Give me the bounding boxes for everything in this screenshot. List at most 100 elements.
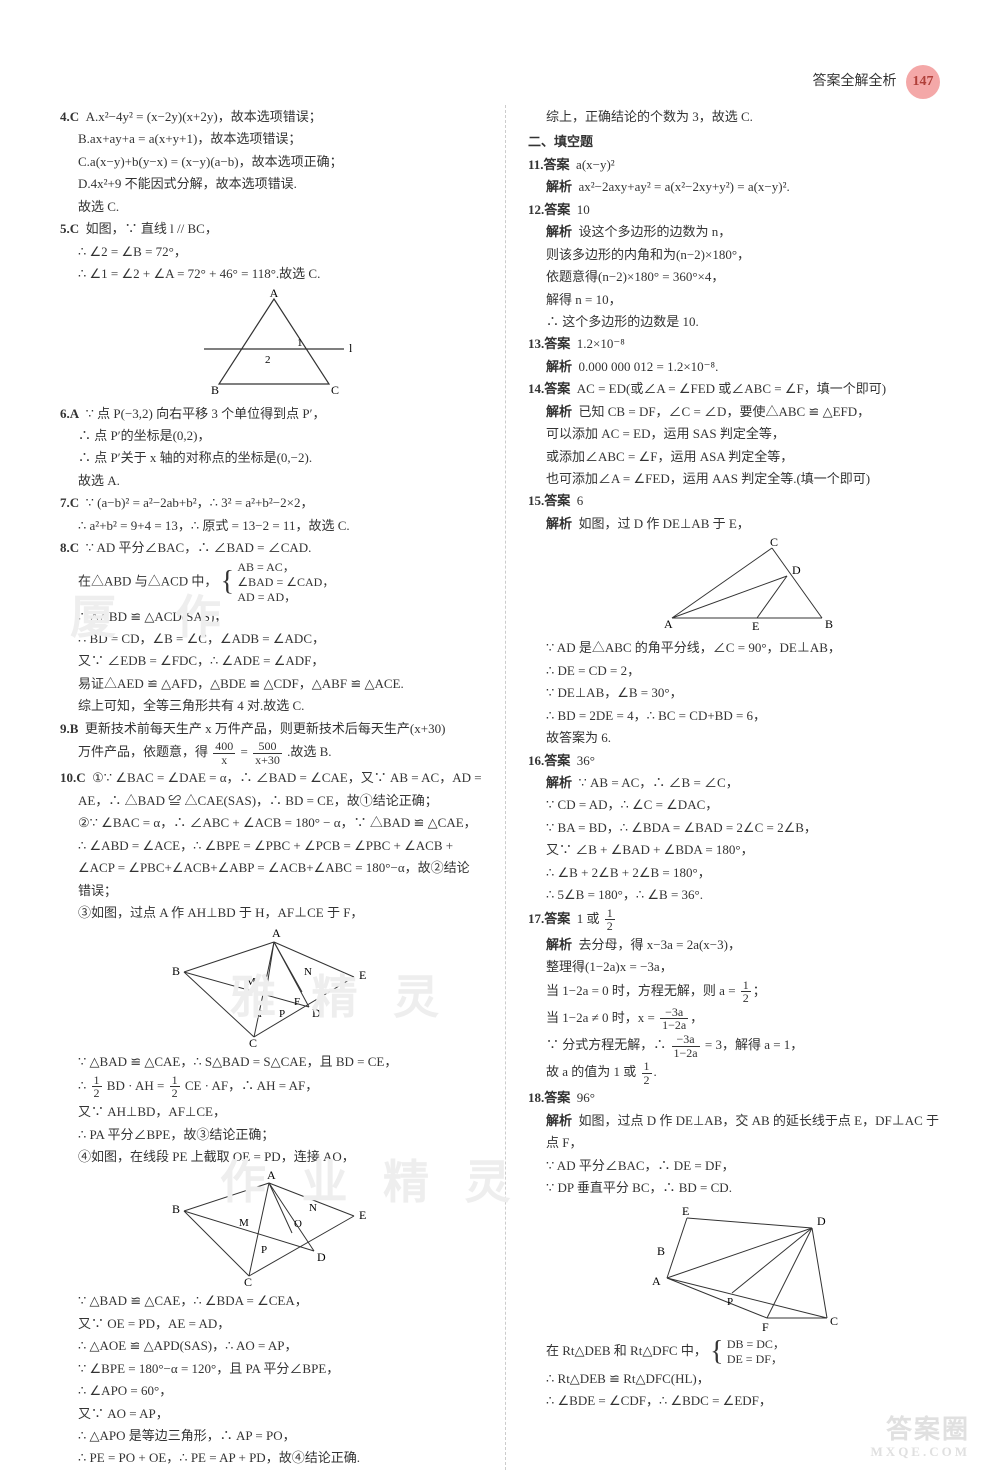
q10-figure-2: A B C D E P O M N — [154, 1171, 394, 1286]
q15-l3: ∴ DE = CD = 2， — [528, 660, 955, 681]
q15-figure: A B C D E — [642, 538, 842, 633]
q12-l5: ∴ 这个多边形的边数是 10. — [528, 311, 955, 332]
q14-l3: 或添加∠ABC = ∠F，运用 ASA 判定全等， — [528, 446, 955, 467]
q18-l6: ∴ Rt△DEB ≌ Rt△DFC(HL)， — [528, 1368, 955, 1389]
header-title: 答案全解全析 — [813, 74, 897, 89]
q18-exp: 解析 如图，过点 D 作 DE⊥AB，交 AB 的延长线于点 E，DF⊥AC 于 — [528, 1110, 955, 1131]
q4: 4.C A.x²−4y² = (x−2y)(x+2y)，故本选项错误； — [60, 106, 487, 127]
q7-l2: ∴ a²+b² = 9+4 = 13，∴ 原式 = 13−2 = 11，故选 C… — [60, 515, 487, 536]
svg-text:E: E — [359, 968, 366, 982]
q15-l5: ∴ BD = 2DE = 4，∴ BC = CD+BD = 6， — [528, 705, 955, 726]
watermark: 答案圈 MXQE.COM — [871, 1416, 970, 1459]
q17-exp: 解析 去分母，得 x−3a = 2a(x−3)， — [528, 934, 955, 955]
columns: 4.C A.x²−4y² = (x−2y)(x+2y)，故本选项错误； B.ax… — [60, 105, 955, 1470]
q16-l5: ∴ ∠B + 2∠B + 2∠B = 180°， — [528, 862, 955, 883]
q17-l6: 故 a 的值为 1 或 12. — [528, 1060, 955, 1086]
q16-l2: ∵ CD = AD，∴ ∠C = ∠DAC， — [528, 794, 955, 815]
q10: 10.C ①∵ ∠BAC = ∠DAE = α，∴ ∠BAD = ∠CAE，又∵… — [60, 767, 487, 788]
q10-l11: ∴ PA 平分∠BPE，故③结论正确； — [60, 1124, 487, 1145]
q4-l2: B.ax+ay+a = a(x+y+1)，故本选项错误； — [60, 128, 487, 149]
svg-text:D: D — [317, 1250, 326, 1264]
q8-brace-line: 在△ABD 与△ACD 中， { AB = AC， ∠BAD = ∠CAD， A… — [60, 560, 487, 605]
q10-l6: 错误； — [60, 880, 487, 901]
q16-exp: 解析 ∵ AB = AC，∴ ∠B = ∠C， — [528, 772, 955, 793]
brace-icon: { — [710, 1339, 723, 1364]
q15-l4: ∵ DE⊥AB，∠B = 30°， — [528, 682, 955, 703]
q13-exp: 解析 0.000 000 012 = 1.2×10⁻⁸. — [528, 356, 955, 377]
q8: 8.C ∵ AD 平分∠BAC，∴ ∠BAD = ∠CAD. — [60, 537, 487, 558]
q10-l17: ∴ ∠APO = 60°， — [60, 1380, 487, 1401]
page-header: 答案全解全析 147 — [813, 65, 941, 99]
q10-l2: AE，∴ △BAD ≌ △CAE(SAS)，∴ BD = CE，故①结论正确； — [60, 790, 487, 811]
q16-l4: 又∵ ∠B + ∠BAD + ∠BDA = 180°， — [528, 839, 955, 860]
q6-l3: ∴ 点 P′关于 x 轴的对称点的坐标是(0,−2). — [60, 447, 487, 468]
q5-l3: ∴ ∠1 = ∠2 + ∠A = 72° + 46° = 118°.故选 C. — [60, 263, 487, 284]
q14-l2: 可以添加 AC = ED，运用 SAS 判定全等， — [528, 423, 955, 444]
q15-l6: 故答案为 6. — [528, 727, 955, 748]
right-top: 综上，正确结论的个数为 3，故选 C. — [528, 106, 955, 127]
q6-l4: 故选 A. — [60, 470, 487, 491]
q7: 7.C ∵ (a−b)² = a²−2ab+b²，∴ 3² = a²+b²−2×… — [60, 492, 487, 513]
svg-text:C: C — [770, 538, 778, 549]
q10-figure-1: A B C D E H P M N F — [154, 927, 394, 1047]
q13: 13.答案 1.2×10⁻⁸ — [528, 333, 955, 354]
svg-text:C: C — [249, 1036, 257, 1047]
q10-l8: ∵ △BAD ≌ △CAE，∴ S△BAD = S△CAE，且 BD = CE， — [60, 1051, 487, 1072]
svg-text:E: E — [359, 1208, 366, 1222]
q18-l5: 在 Rt△DEB 和 Rt△DFC 中， { DB = DC， DE = DF， — [528, 1337, 955, 1367]
q6-l2: ∴ 点 P′的坐标是(0,2)， — [60, 425, 487, 446]
q15-exp: 解析 如图，过 D 作 DE⊥AB 于 E， — [528, 513, 955, 534]
q10-l12: ④如图，在线段 PE 上截取 OE = PD，连接 AO， — [60, 1146, 487, 1167]
q10-l7: ③如图，过点 A 作 AH⊥BD 于 H，AF⊥CE 于 F， — [60, 902, 487, 923]
q16-l3: ∵ BA = BD，∴ ∠BDA = ∠BAD = 2∠C = 2∠B， — [528, 817, 955, 838]
svg-text:A: A — [664, 617, 673, 631]
q10-l3: ②∵ ∠BAC = α，∴ ∠ABC + ∠ACB = 180° − α，∵ △… — [60, 812, 487, 833]
q10-l20: ∴ PE = PO + OE，∴ PE = AP + PD，故④结论正确. — [60, 1447, 487, 1468]
q8-l4: ∴ BD = CD，∠B = ∠C，∠ADB = ∠ADC， — [60, 628, 487, 649]
svg-text:A: A — [267, 1171, 276, 1182]
q4-l3: C.a(x−y)+b(y−x) = (x−y)(a−b)，故本选项正确； — [60, 151, 487, 172]
q5: 5.C 如图，∵ 直线 l // BC， — [60, 218, 487, 239]
q4-l4: D.4x²+9 不能因式分解，故本选项错误. — [60, 173, 487, 194]
q10-l13: ∵ △BAD ≌ △CAE，∴ ∠BDA = ∠CEA， — [60, 1290, 487, 1311]
svg-text:B: B — [657, 1244, 665, 1258]
svg-text:N: N — [309, 1202, 317, 1214]
q18-l3: ∵ AD 平分∠BAC，∴ DE = DF， — [528, 1155, 955, 1176]
q5-l2: ∴ ∠2 = ∠B = 72°， — [60, 241, 487, 262]
q14: 14.答案 AC = ED(或∠A = ∠FED 或∠ABC = ∠F，填一个即… — [528, 378, 955, 399]
svg-text:P: P — [261, 1244, 267, 1256]
svg-text:1: 1 — [297, 337, 303, 349]
svg-text:H: H — [254, 1008, 262, 1020]
q17-l3: 当 1−2a = 0 时，方程无解，则 a = 12； — [528, 979, 955, 1005]
q8-l6: 易证△AED ≌ △AFD，△BDE ≌ △CDF，△ABF ≌ △ACE. — [60, 673, 487, 694]
svg-text:E: E — [752, 619, 759, 633]
q12-l2: 则该多边形的内角和为(n−2)×180°， — [528, 244, 955, 265]
q17-l4: 当 1−2a ≠ 0 时，x = −3a1−2a， — [528, 1006, 955, 1032]
q10-l18: 又∵ AO = AP， — [60, 1403, 487, 1424]
q10-l16: ∵ ∠BPE = 180°−α = 120°，且 PA 平分∠BPE， — [60, 1358, 487, 1379]
q16: 16.答案 36° — [528, 750, 955, 771]
svg-text:D: D — [817, 1214, 826, 1228]
svg-text:P: P — [279, 1008, 285, 1020]
svg-text:F: F — [294, 996, 300, 1008]
svg-text:B: B — [211, 383, 219, 397]
q18: 18.答案 96° — [528, 1087, 955, 1108]
svg-text:M: M — [239, 1217, 249, 1229]
right-column: 综上，正确结论的个数为 3，故选 C. 二、填空题 11.答案 a(x−y)² … — [528, 105, 955, 1470]
q11: 11.答案 a(x−y)² — [528, 154, 955, 175]
svg-text:O: O — [294, 1218, 302, 1230]
q17: 17.答案 1 或 12 — [528, 907, 955, 933]
svg-text:E: E — [682, 1204, 689, 1218]
svg-text:P: P — [727, 1296, 733, 1308]
q17-l5: ∵ 分式方程无解，∴ −3a1−2a = 3，解得 a = 1， — [528, 1033, 955, 1059]
brace-icon: { — [221, 569, 234, 594]
q18-figure: E B A D F C P — [632, 1203, 852, 1333]
svg-text:l: l — [349, 341, 353, 355]
svg-text:D: D — [792, 563, 801, 577]
section-2-title: 二、填空题 — [528, 131, 955, 152]
q15: 15.答案 6 — [528, 490, 955, 511]
page-number: 147 — [906, 65, 940, 99]
q12-l4: 解得 n = 10， — [528, 289, 955, 310]
q12: 12.答案 10 — [528, 199, 955, 220]
svg-text:N: N — [304, 966, 312, 978]
